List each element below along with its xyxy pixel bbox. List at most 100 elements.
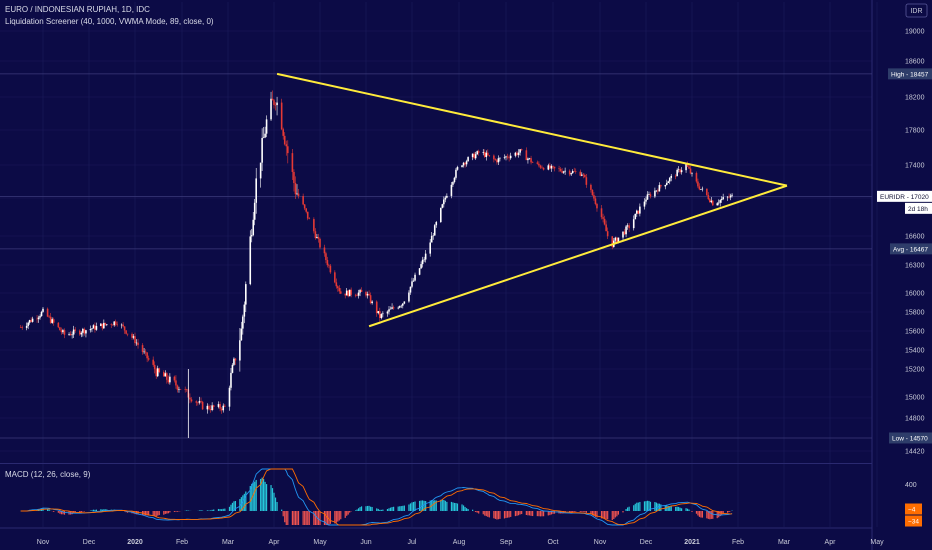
candle-body xyxy=(240,328,243,341)
candle-body xyxy=(420,264,422,269)
candle-body xyxy=(120,324,123,326)
candle-body xyxy=(559,168,562,172)
candle-body xyxy=(366,293,369,296)
candle-body xyxy=(456,167,459,170)
candle-body xyxy=(354,294,357,296)
candle-body xyxy=(200,401,202,402)
candle-body xyxy=(646,194,649,200)
candle-body xyxy=(435,222,438,226)
candle-body xyxy=(719,200,721,203)
candle-body xyxy=(614,237,617,241)
candle-body xyxy=(700,189,702,190)
candle-body xyxy=(30,320,32,322)
candle-body xyxy=(234,358,237,361)
candle-body xyxy=(531,162,534,163)
candle-body xyxy=(536,162,539,164)
candle-body xyxy=(103,322,105,329)
candle-body xyxy=(514,152,517,156)
candle-body xyxy=(82,328,84,333)
candle-body xyxy=(101,323,104,329)
candle-body xyxy=(542,167,545,170)
candle-body xyxy=(552,165,554,167)
price-tag: EURIDR - 17020 xyxy=(880,194,929,201)
currency-button[interactable] xyxy=(905,3,928,18)
avg-tag-bg xyxy=(890,243,932,255)
candle-body xyxy=(570,173,572,175)
candle-body xyxy=(201,401,204,410)
candle-body xyxy=(697,181,699,187)
candle-body xyxy=(297,193,300,197)
candle-body xyxy=(496,160,498,163)
macd-legend[interactable]: MACD (12, 26, close, 9) xyxy=(5,470,91,479)
candle-body xyxy=(132,336,135,338)
key-level-lines xyxy=(0,73,872,439)
candle-body xyxy=(505,156,507,158)
candle-body xyxy=(250,235,253,237)
candle-body xyxy=(432,235,435,237)
candle-body xyxy=(175,380,177,386)
candle-body xyxy=(464,162,466,165)
x-tick-label: Feb xyxy=(732,539,744,546)
candle-body xyxy=(217,404,220,407)
candle-body xyxy=(163,372,165,377)
candle-body xyxy=(443,199,445,205)
candle-body xyxy=(520,149,523,151)
triangle-upper-line[interactable] xyxy=(276,72,788,187)
y-tick-label: 15000 xyxy=(905,395,925,402)
candle-body xyxy=(152,359,154,365)
candle-body xyxy=(611,236,614,247)
candle-body xyxy=(51,319,53,323)
candle-body xyxy=(134,336,136,344)
candle-body xyxy=(711,200,714,206)
candle-body xyxy=(155,369,158,377)
candle-body xyxy=(220,408,223,411)
candle-body xyxy=(677,169,680,170)
candle-body xyxy=(632,219,635,229)
candle-body xyxy=(347,290,349,297)
candle-body xyxy=(606,231,609,237)
candle-body xyxy=(197,402,199,404)
candle-body xyxy=(40,311,43,317)
indicator-legend[interactable]: Liquidation Screener (40, 1000, VWMA Mod… xyxy=(5,17,214,26)
candle-body xyxy=(648,194,650,195)
candle-body xyxy=(302,196,304,205)
x-tick-label: Dec xyxy=(83,539,96,546)
candle-body xyxy=(255,178,257,203)
candle-body xyxy=(146,352,148,359)
candle-body xyxy=(245,284,247,305)
x-tick-label: Nov xyxy=(594,539,607,546)
candle-body xyxy=(616,237,618,243)
x-tick-label: Sep xyxy=(500,539,513,546)
candle-body xyxy=(114,321,117,325)
candle-body xyxy=(166,373,168,380)
candle-body xyxy=(243,304,246,317)
chart-title: EURO / INDONESIAN RUPIAH, 1D, IDC xyxy=(5,5,150,14)
triangle-lower-line[interactable] xyxy=(368,184,788,328)
time-axis[interactable]: Nov Dec 2020 Feb Mar Apr May Jun Jul Aug Sep Oct Nov… xyxy=(37,539,884,546)
candle-body xyxy=(280,102,283,130)
candle-body xyxy=(707,195,710,200)
x-tick-label: Mar xyxy=(778,539,791,546)
candle-body xyxy=(617,237,620,243)
candle-body xyxy=(89,328,92,331)
candle-body xyxy=(664,184,667,187)
candle-body xyxy=(211,405,213,411)
candle-body xyxy=(123,326,126,331)
symmetrical-triangle-drawing[interactable] xyxy=(276,72,788,328)
candle-body xyxy=(116,324,118,326)
candle-body xyxy=(337,286,339,288)
candle-body xyxy=(380,314,383,318)
candle-body xyxy=(27,322,29,326)
candle-body xyxy=(634,213,637,220)
y-tick-label: 15400 xyxy=(905,348,925,355)
candle-body xyxy=(450,184,453,196)
candle-body xyxy=(590,184,592,190)
candle-body xyxy=(106,324,108,325)
candle-body xyxy=(462,162,465,166)
candle-body xyxy=(57,322,60,328)
candle-body xyxy=(31,318,34,322)
y-tick-label: 19000 xyxy=(905,29,925,36)
candle-body xyxy=(198,401,201,403)
candle-body xyxy=(455,169,457,178)
